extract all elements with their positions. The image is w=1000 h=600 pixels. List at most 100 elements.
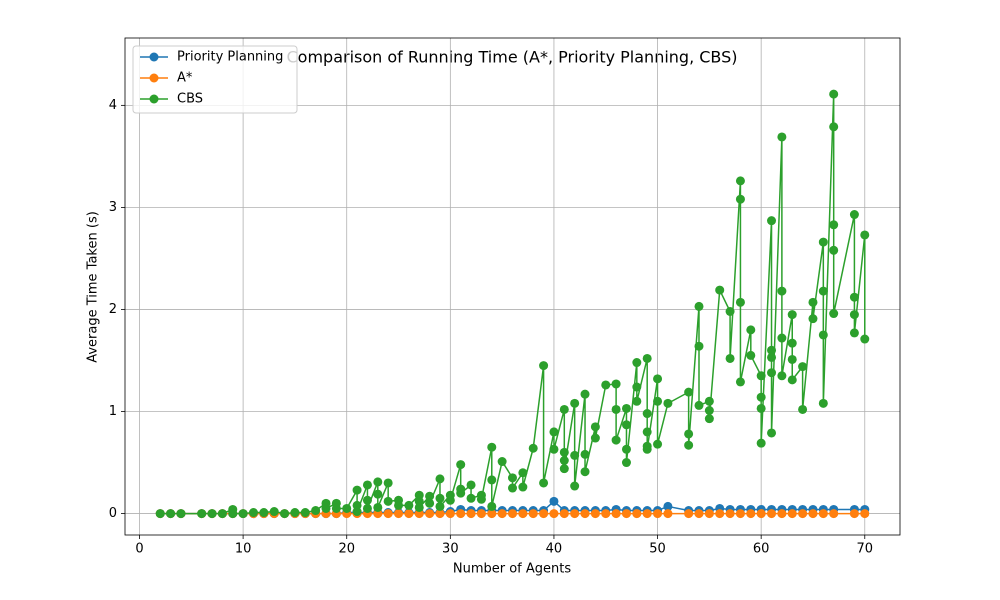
data-point: [518, 468, 528, 478]
data-point: [373, 502, 383, 512]
data-point: [704, 396, 714, 406]
data-point: [694, 301, 704, 311]
data-point: [352, 485, 362, 495]
data-point: [383, 496, 393, 506]
data-point: [580, 389, 590, 399]
data-point: [300, 508, 310, 518]
data-point: [528, 509, 538, 519]
data-point: [704, 405, 714, 415]
data-point: [767, 428, 777, 438]
data-point: [860, 334, 870, 344]
data-point: [539, 478, 549, 488]
y-tick-label: 2: [109, 302, 117, 317]
data-point: [694, 400, 704, 410]
data-point: [508, 473, 517, 483]
x-tick-label: 50: [649, 542, 666, 557]
data-point: [559, 404, 569, 414]
data-point: [642, 427, 652, 437]
data-point: [653, 439, 663, 449]
data-point: [818, 286, 828, 296]
data-point: [735, 377, 745, 387]
data-point: [476, 494, 486, 504]
data-point: [663, 509, 673, 519]
data-point: [860, 509, 870, 519]
data-point: [787, 310, 797, 320]
data-point: [476, 509, 486, 519]
data-point: [756, 403, 766, 413]
data-point: [549, 444, 559, 454]
data-point: [642, 409, 652, 419]
data-point: [653, 509, 663, 519]
data-point: [456, 460, 466, 470]
data-point: [849, 328, 859, 338]
chart-title: Comparison of Running Time (A*, Priority…: [286, 48, 737, 67]
data-point: [311, 506, 321, 516]
data-point: [818, 330, 828, 340]
data-point: [207, 509, 217, 519]
y-tick-label: 4: [109, 98, 117, 113]
data-point: [829, 509, 839, 519]
data-point: [621, 403, 631, 413]
data-point: [735, 176, 745, 186]
x-tick-label: 0: [135, 542, 143, 557]
data-point: [829, 122, 839, 132]
data-point: [777, 132, 787, 142]
legend-label: A*: [177, 71, 193, 86]
data-point: [684, 387, 694, 397]
data-point: [621, 509, 631, 519]
y-tick-label: 0: [109, 506, 117, 521]
data-point: [632, 382, 642, 392]
data-point: [404, 509, 414, 519]
data-point: [362, 480, 372, 490]
data-point: [362, 495, 372, 505]
data-point: [642, 444, 652, 454]
data-point: [611, 509, 621, 519]
data-point: [611, 379, 621, 389]
data-point: [435, 509, 445, 519]
legend-label: Priority Planning: [177, 50, 283, 65]
data-point: [849, 292, 859, 302]
data-point: [808, 297, 818, 307]
x-tick-label: 20: [338, 542, 355, 557]
data-point: [570, 509, 580, 519]
data-point: [798, 509, 808, 519]
data-point: [176, 509, 186, 519]
data-point: [352, 507, 362, 517]
data-point: [663, 501, 673, 511]
data-point: [539, 361, 549, 371]
data-point: [445, 509, 455, 519]
data-point: [248, 508, 258, 518]
data-point: [632, 396, 642, 406]
data-point: [767, 509, 777, 519]
data-point: [155, 509, 165, 519]
data-point: [435, 493, 445, 503]
data-point: [829, 245, 839, 255]
data-point: [653, 396, 663, 406]
legend-marker: [149, 94, 159, 104]
data-point: [787, 375, 797, 385]
data-point: [228, 509, 238, 519]
data-point: [404, 500, 414, 510]
data-point: [590, 509, 600, 519]
data-point: [777, 509, 787, 519]
data-point: [383, 509, 393, 519]
data-point: [528, 443, 538, 453]
data-point: [539, 509, 549, 519]
data-point: [373, 489, 383, 499]
data-point: [642, 353, 652, 363]
data-point: [580, 467, 590, 477]
x-tick-label: 60: [753, 542, 770, 557]
data-point: [217, 509, 227, 519]
data-point: [601, 509, 611, 519]
data-point: [756, 509, 766, 519]
x-tick-label: 10: [235, 542, 252, 557]
data-point: [715, 509, 725, 519]
data-point: [798, 404, 808, 414]
x-tick-label: 70: [856, 542, 873, 557]
data-point: [684, 440, 694, 450]
data-point: [570, 481, 580, 491]
data-point: [590, 422, 600, 432]
data-point: [590, 433, 600, 443]
data-point: [425, 498, 435, 508]
